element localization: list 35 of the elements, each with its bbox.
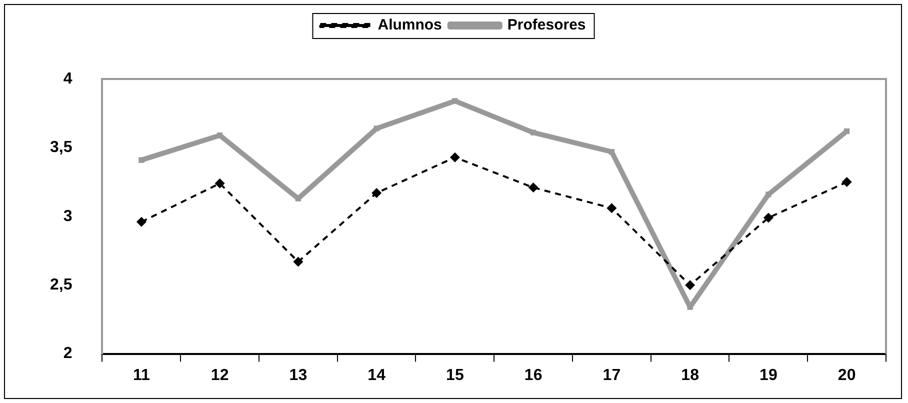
- point: [216, 132, 223, 138]
- y-tick-label: 4: [63, 70, 72, 88]
- y-tick-label: 2,5: [50, 276, 72, 294]
- point: [608, 148, 615, 155]
- y-tick-label: 2: [63, 345, 72, 362]
- point: [136, 216, 146, 227]
- x-tick-label: 19: [760, 366, 778, 384]
- x-tick-label: 12: [210, 366, 229, 384]
- y-tick-label: 3: [63, 208, 72, 225]
- point: [842, 177, 852, 188]
- point: [372, 188, 382, 198]
- point: [685, 280, 696, 290]
- point: [452, 98, 458, 104]
- x-tick-label: 16: [524, 366, 542, 384]
- point: [374, 126, 380, 132]
- point: [763, 212, 774, 223]
- point: [844, 128, 850, 134]
- point: [293, 256, 304, 267]
- legend-label: Profesores: [507, 16, 586, 34]
- x-tick-label: 13: [289, 366, 308, 384]
- point: [528, 182, 538, 193]
- legend-label: Alumnos: [378, 16, 442, 34]
- point: [450, 152, 460, 162]
- x-tick-label: 20: [838, 366, 856, 384]
- y-tick-label: 3,5: [50, 139, 72, 156]
- x-tick-label: 14: [368, 366, 386, 384]
- point: [530, 130, 536, 136]
- point: [606, 203, 617, 214]
- point: [138, 157, 144, 163]
- x-tick-label: 11: [132, 366, 150, 384]
- x-tick-label: 15: [446, 366, 464, 384]
- point: [766, 192, 772, 198]
- x-tick-label: 18: [681, 366, 700, 384]
- point: [214, 178, 225, 188]
- x-tick-label: 17: [602, 366, 621, 384]
